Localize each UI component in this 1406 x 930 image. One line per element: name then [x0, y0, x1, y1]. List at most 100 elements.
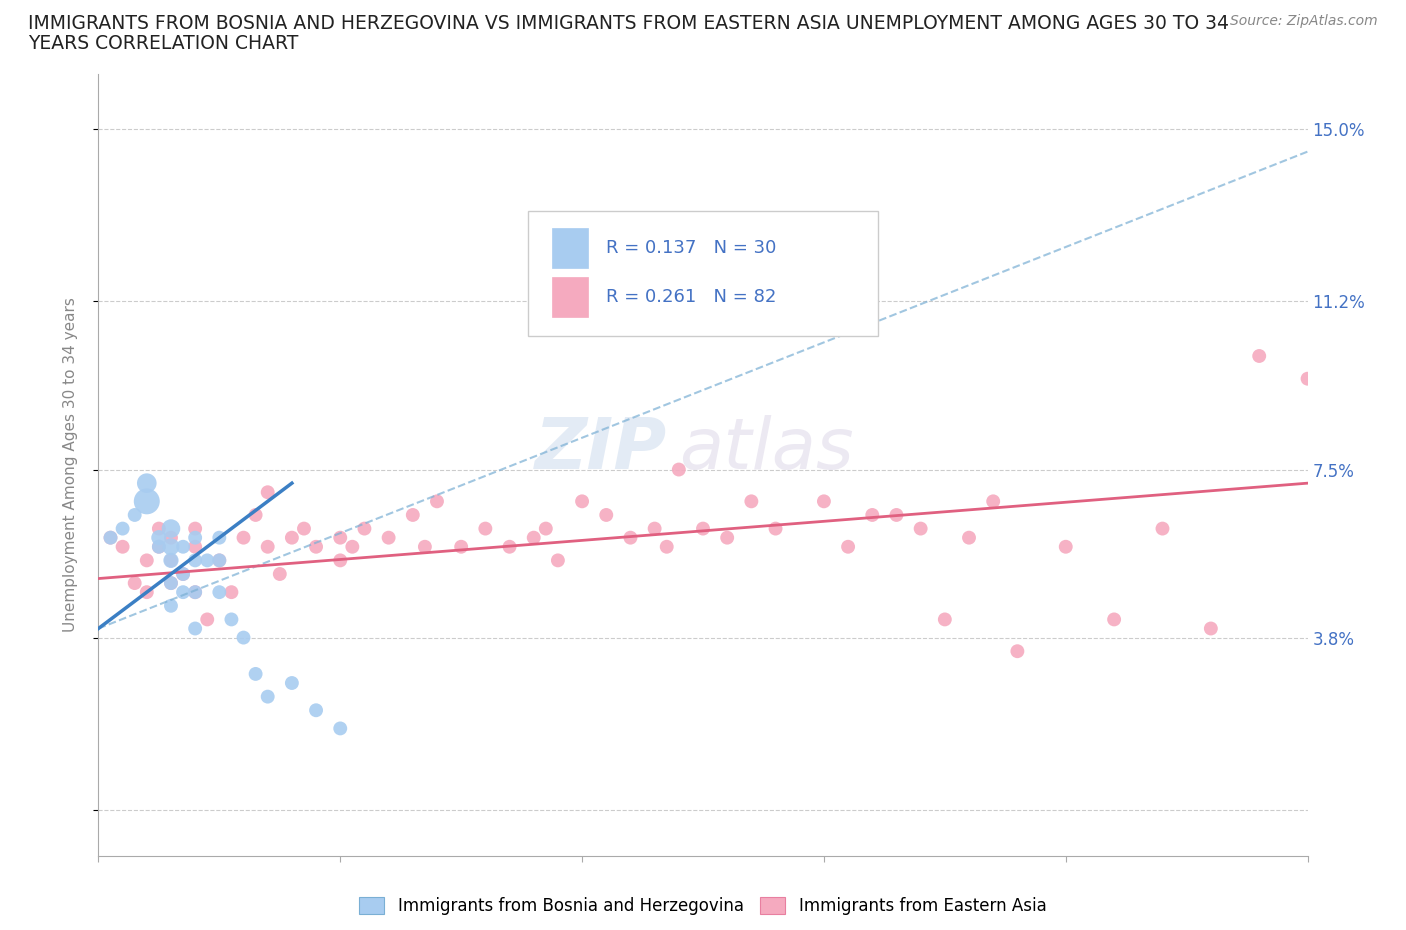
Point: [1199, 621, 1222, 636]
Point: [329, 553, 352, 568]
Point: [305, 539, 328, 554]
Text: ZIP: ZIP: [534, 415, 666, 484]
Point: [184, 530, 207, 545]
Point: [245, 508, 267, 523]
FancyBboxPatch shape: [527, 211, 879, 336]
Point: [595, 508, 617, 523]
Point: [184, 521, 207, 536]
Point: [498, 539, 520, 554]
Point: [184, 585, 207, 600]
Point: [329, 530, 352, 545]
Point: [221, 585, 243, 600]
Point: [160, 598, 183, 613]
Point: [644, 521, 666, 536]
Point: [305, 703, 328, 718]
Point: [160, 539, 183, 554]
Point: [281, 530, 304, 545]
Point: [1102, 612, 1125, 627]
Point: [281, 675, 304, 690]
Point: [413, 539, 436, 554]
Point: [208, 585, 231, 600]
Point: [523, 530, 546, 545]
Point: [172, 539, 194, 554]
Point: [111, 521, 134, 536]
Point: [269, 566, 291, 581]
Point: [232, 631, 254, 645]
Point: [160, 521, 183, 536]
Point: [111, 539, 134, 554]
Point: [1007, 644, 1029, 658]
Point: [208, 553, 231, 568]
Point: [135, 494, 157, 509]
Point: [655, 539, 678, 554]
Point: [292, 521, 315, 536]
Point: [837, 539, 859, 554]
Point: [813, 494, 835, 509]
Point: [160, 576, 183, 591]
Point: [957, 530, 980, 545]
Point: [135, 585, 157, 600]
Point: [195, 612, 218, 627]
Bar: [551, 277, 588, 317]
Point: [208, 530, 231, 545]
Point: [860, 508, 883, 523]
Point: [1249, 349, 1271, 364]
Point: [1054, 539, 1077, 554]
Point: [934, 612, 956, 627]
Point: [1296, 371, 1319, 386]
Point: [184, 539, 207, 554]
Point: [765, 521, 787, 536]
Point: [377, 530, 399, 545]
Text: Source: ZipAtlas.com: Source: ZipAtlas.com: [1230, 14, 1378, 28]
Point: [172, 566, 194, 581]
Point: [910, 521, 932, 536]
Point: [256, 539, 278, 554]
Point: [245, 667, 267, 682]
Point: [474, 521, 496, 536]
Point: [208, 553, 231, 568]
Point: [450, 539, 472, 554]
Point: [124, 508, 146, 523]
Point: [353, 521, 375, 536]
Point: [981, 494, 1004, 509]
Point: [534, 521, 557, 536]
Point: [692, 521, 714, 536]
Bar: [551, 228, 588, 268]
Point: [160, 553, 183, 568]
Point: [100, 530, 122, 545]
Point: [402, 508, 425, 523]
Point: [184, 585, 207, 600]
Text: IMMIGRANTS FROM BOSNIA AND HERZEGOVINA VS IMMIGRANTS FROM EASTERN ASIA UNEMPLOYM: IMMIGRANTS FROM BOSNIA AND HERZEGOVINA V…: [28, 14, 1229, 33]
Point: [221, 612, 243, 627]
Point: [148, 521, 170, 536]
Text: YEARS CORRELATION CHART: YEARS CORRELATION CHART: [28, 34, 298, 53]
Point: [124, 576, 146, 591]
Point: [172, 585, 194, 600]
Point: [148, 530, 170, 545]
Point: [256, 689, 278, 704]
Y-axis label: Unemployment Among Ages 30 to 34 years: Unemployment Among Ages 30 to 34 years: [63, 298, 77, 632]
Point: [172, 566, 194, 581]
Point: [740, 494, 762, 509]
Point: [160, 576, 183, 591]
Point: [329, 721, 352, 736]
Point: [256, 485, 278, 499]
Point: [232, 530, 254, 545]
Point: [184, 553, 207, 568]
Point: [1152, 521, 1174, 536]
Point: [571, 494, 593, 509]
Point: [148, 539, 170, 554]
Point: [547, 553, 569, 568]
Point: [148, 539, 170, 554]
Point: [195, 553, 218, 568]
Text: R = 0.137   N = 30: R = 0.137 N = 30: [606, 239, 776, 257]
Point: [160, 530, 183, 545]
Point: [886, 508, 908, 523]
Point: [135, 476, 157, 491]
Point: [668, 462, 690, 477]
Point: [135, 553, 157, 568]
Text: atlas: atlas: [679, 415, 853, 484]
Point: [716, 530, 738, 545]
Point: [426, 494, 449, 509]
Text: R = 0.261   N = 82: R = 0.261 N = 82: [606, 288, 776, 306]
